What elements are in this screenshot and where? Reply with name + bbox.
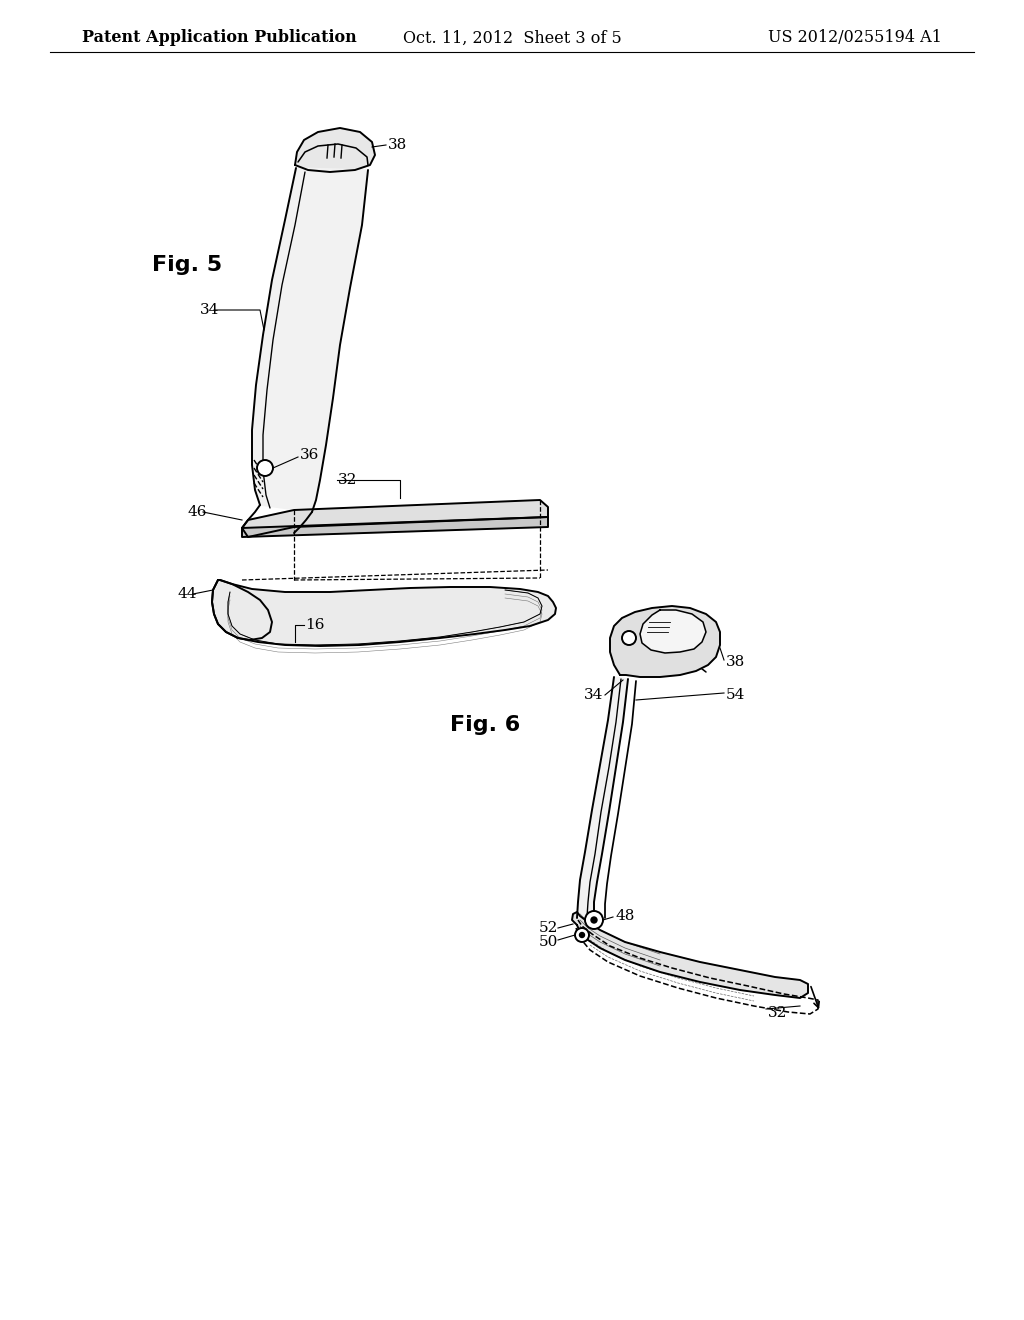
Text: 44: 44 — [178, 587, 198, 601]
Polygon shape — [252, 168, 368, 512]
Polygon shape — [610, 606, 720, 677]
Text: 50: 50 — [539, 935, 558, 949]
Text: US 2012/0255194 A1: US 2012/0255194 A1 — [768, 29, 942, 46]
Text: 16: 16 — [305, 618, 325, 632]
Circle shape — [591, 917, 597, 923]
Text: Fig. 5: Fig. 5 — [152, 255, 222, 275]
Text: 54: 54 — [726, 688, 745, 702]
Polygon shape — [242, 517, 548, 537]
Circle shape — [257, 459, 273, 477]
Text: Oct. 11, 2012  Sheet 3 of 5: Oct. 11, 2012 Sheet 3 of 5 — [402, 29, 622, 46]
Text: 32: 32 — [768, 1006, 787, 1020]
Text: 32: 32 — [338, 473, 357, 487]
Text: 38: 38 — [388, 139, 408, 152]
Text: 34: 34 — [584, 688, 603, 702]
Text: 34: 34 — [200, 304, 219, 317]
Text: 38: 38 — [726, 655, 745, 669]
Text: Fig. 6: Fig. 6 — [450, 715, 520, 735]
Polygon shape — [640, 610, 706, 653]
Polygon shape — [295, 128, 375, 172]
Circle shape — [585, 911, 603, 929]
Polygon shape — [242, 500, 548, 537]
Circle shape — [575, 928, 589, 942]
Polygon shape — [572, 912, 808, 998]
Text: 36: 36 — [300, 447, 319, 462]
Text: Patent Application Publication: Patent Application Publication — [82, 29, 356, 46]
Text: 48: 48 — [615, 909, 635, 923]
Text: 46: 46 — [188, 506, 208, 519]
Polygon shape — [212, 579, 556, 645]
Circle shape — [622, 631, 636, 645]
Circle shape — [580, 932, 585, 937]
Polygon shape — [577, 677, 628, 917]
Text: 52: 52 — [539, 921, 558, 935]
